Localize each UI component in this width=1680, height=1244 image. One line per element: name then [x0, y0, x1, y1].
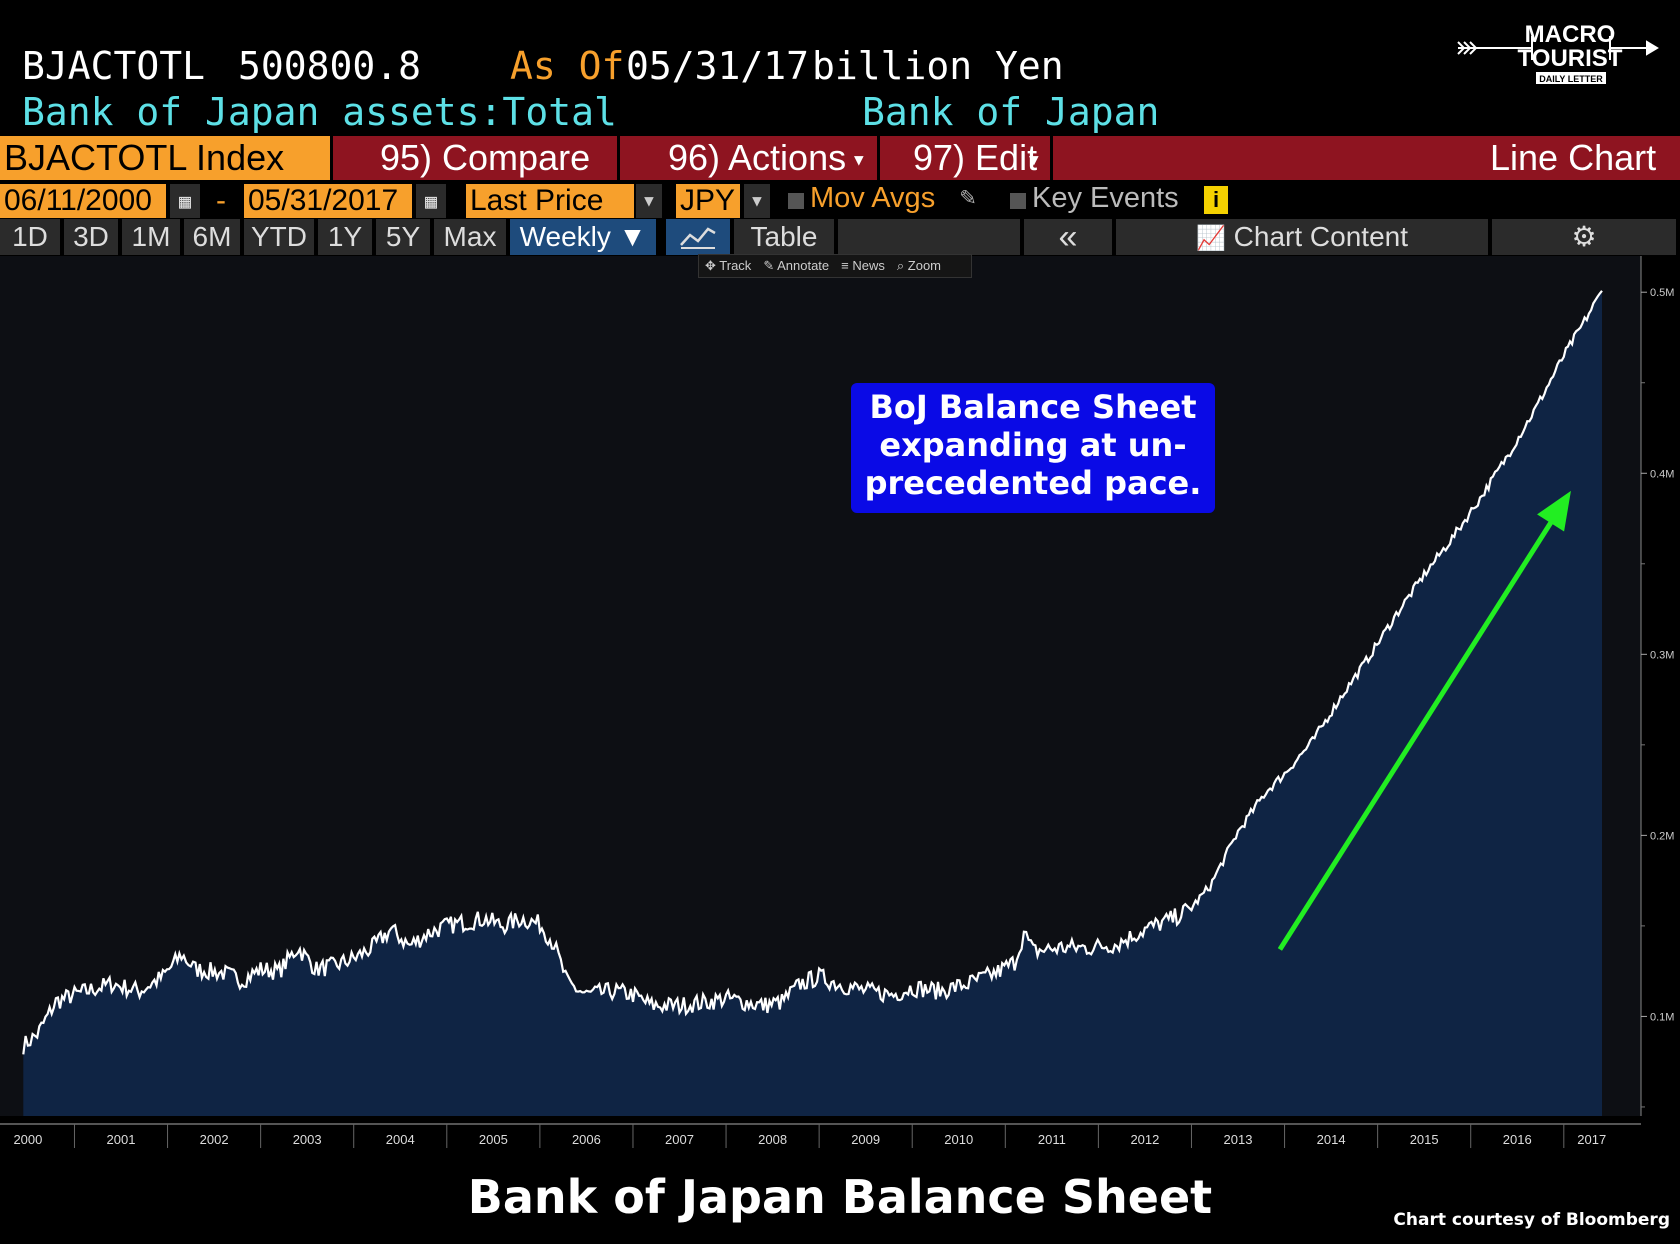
y-tick-label: 0.2M — [1650, 830, 1674, 842]
period-tab-max[interactable]: Max — [434, 219, 506, 255]
logo-line-3: DAILY LETTER — [1539, 74, 1603, 84]
info-icon[interactable]: i — [1204, 186, 1228, 214]
tab-spacer — [838, 219, 1020, 255]
y-tick-label: 0.1M — [1650, 1011, 1674, 1023]
annotation-line: BoJ Balance Sheet — [869, 388, 1197, 426]
settings-button[interactable]: ⚙ — [1492, 219, 1676, 255]
x-tick-label: 2010 — [944, 1132, 973, 1147]
chart-title: Bank of Japan Balance Sheet — [467, 1170, 1213, 1224]
bar-separator — [877, 136, 880, 180]
logo-graphic: MACRO TOURIST DAILY LETTER — [1457, 21, 1659, 84]
x-tick-label: 2014 — [1317, 1132, 1346, 1147]
as-of-date: 05/31/17 — [626, 44, 810, 88]
gear-icon: ⚙ — [1571, 221, 1597, 252]
pencil-icon[interactable]: ✎ — [960, 182, 976, 212]
line-chart-icon[interactable] — [666, 219, 730, 255]
x-tick-label: 2017 — [1577, 1132, 1606, 1147]
period-tab-6m[interactable]: 6M — [184, 219, 240, 255]
series-line — [22, 290, 1603, 1055]
ticker: BJACTOTL — [22, 44, 206, 88]
x-tick-label: 2008 — [758, 1132, 787, 1147]
annotation-line: expanding at un- — [879, 426, 1187, 464]
x-tick-label: 2006 — [572, 1132, 601, 1147]
y-tick-label: 0.5M — [1650, 287, 1674, 299]
compare-button[interactable]: 95) Compare — [380, 137, 591, 178]
chart-mini-toolbar: ✥ Track ✎ Annotate ≡ News ⌕ Zoom — [698, 254, 972, 278]
units: billion Yen — [812, 44, 1064, 88]
macro-tourist-logo: MACRO TOURIST DAILY LETTER — [1450, 8, 1665, 88]
line-chart-glyph — [680, 227, 716, 249]
edit-dropdown-icon: ▼ — [1029, 150, 1039, 169]
calendar-icon[interactable]: ▦ — [416, 184, 446, 218]
chart-credit: Chart courtesy of Bloomberg — [1393, 1210, 1670, 1230]
bar-separator — [1050, 136, 1053, 180]
period-tab-1m[interactable]: 1M — [122, 219, 180, 255]
key-events-label[interactable]: Key Events — [1032, 182, 1179, 214]
annotation-box: BoJ Balance Sheet expanding at un- prece… — [851, 383, 1215, 513]
currency-dropdown-icon[interactable]: ▼ — [744, 184, 770, 218]
chart-content-label: Chart Content — [1233, 221, 1408, 252]
series-area-fill — [23, 290, 1602, 1116]
chart-content-button[interactable]: 📈 Chart Content — [1116, 219, 1488, 255]
currency-select[interactable]: JPY — [676, 184, 740, 218]
collapse-button[interactable]: « — [1024, 219, 1112, 255]
security-field[interactable]: BJACTOTL Index — [0, 136, 330, 180]
start-date-field[interactable]: 06/11/2000 — [0, 184, 166, 218]
x-tick-label: 2004 — [386, 1132, 415, 1147]
x-tick-label: 2013 — [1224, 1132, 1253, 1147]
x-tick-label: 2015 — [1410, 1132, 1439, 1147]
trend-arrow-head — [1537, 490, 1571, 532]
y-tick-label: 0.4M — [1650, 468, 1674, 480]
end-date-field[interactable]: 05/31/2017 — [244, 184, 412, 218]
chart-content-icon: 📈 — [1196, 225, 1226, 252]
x-tick-label: 2002 — [200, 1132, 229, 1147]
bar-separator — [330, 136, 333, 180]
period-tab-1y[interactable]: 1Y — [318, 219, 372, 255]
x-tick-label: 2009 — [851, 1132, 880, 1147]
period-tab-ytd[interactable]: YTD — [244, 219, 314, 255]
x-tick-label: 2007 — [665, 1132, 694, 1147]
period-tab-5y[interactable]: 5Y — [376, 219, 430, 255]
period-tab-3d[interactable]: 3D — [64, 219, 118, 255]
chart-svg[interactable]: 0.1M 0.2M 0.3M 0.4M 0.5M 2000 2001 2002 2003 2004… — [0, 256, 1680, 1156]
y-tick-label: 0.3M — [1650, 649, 1674, 661]
x-tick-label: 2000 — [13, 1132, 42, 1147]
field-select[interactable]: Last Price — [466, 184, 634, 218]
series-description: Bank of Japan assets:Total — [22, 90, 617, 134]
mov-avgs-checkbox[interactable] — [788, 193, 804, 209]
date-range-dash: - — [216, 184, 226, 217]
x-tick-label: 2012 — [1130, 1132, 1159, 1147]
field-dropdown-icon[interactable]: ▼ — [636, 184, 662, 218]
period-tab-1d[interactable]: 1D — [0, 219, 60, 255]
actions-button[interactable]: 96) Actions — [668, 137, 847, 178]
chart-type-label[interactable]: Line Chart — [1490, 137, 1657, 178]
news-tool[interactable]: ≡ News — [841, 258, 885, 273]
as-of-label: As Of — [510, 44, 625, 88]
mov-avgs-label[interactable]: Mov Avgs — [810, 182, 936, 214]
last-value: 500800.8 — [238, 44, 422, 88]
track-tool[interactable]: ✥ Track — [705, 258, 752, 273]
x-tick-label: 2016 — [1503, 1132, 1532, 1147]
trend-arrow-shaft — [1277, 508, 1562, 951]
key-events-checkbox[interactable] — [1010, 193, 1026, 209]
logo-line-2: TOURIST — [1518, 45, 1623, 72]
actions-dropdown-icon: ▼ — [854, 150, 864, 169]
calendar-icon[interactable]: ▦ — [170, 184, 200, 218]
edit-button[interactable]: 97) Edit — [913, 137, 1038, 178]
x-tick-label: 2001 — [107, 1132, 136, 1147]
x-tick-label: 2003 — [293, 1132, 322, 1147]
annotation-line: precedented pace. — [864, 464, 1202, 502]
zoom-tool[interactable]: ⌕ Zoom — [896, 258, 942, 273]
x-tick-label: 2005 — [479, 1132, 508, 1147]
frequency-select[interactable]: Weekly ▼ — [510, 219, 656, 255]
table-button[interactable]: Table — [734, 219, 834, 255]
bar-separator — [617, 136, 620, 180]
logo-line-1: MACRO — [1525, 21, 1616, 48]
x-tick-label: 2011 — [1038, 1132, 1066, 1147]
annotate-tool[interactable]: ✎ Annotate — [763, 258, 830, 273]
series-source: Bank of Japan — [862, 90, 1160, 134]
